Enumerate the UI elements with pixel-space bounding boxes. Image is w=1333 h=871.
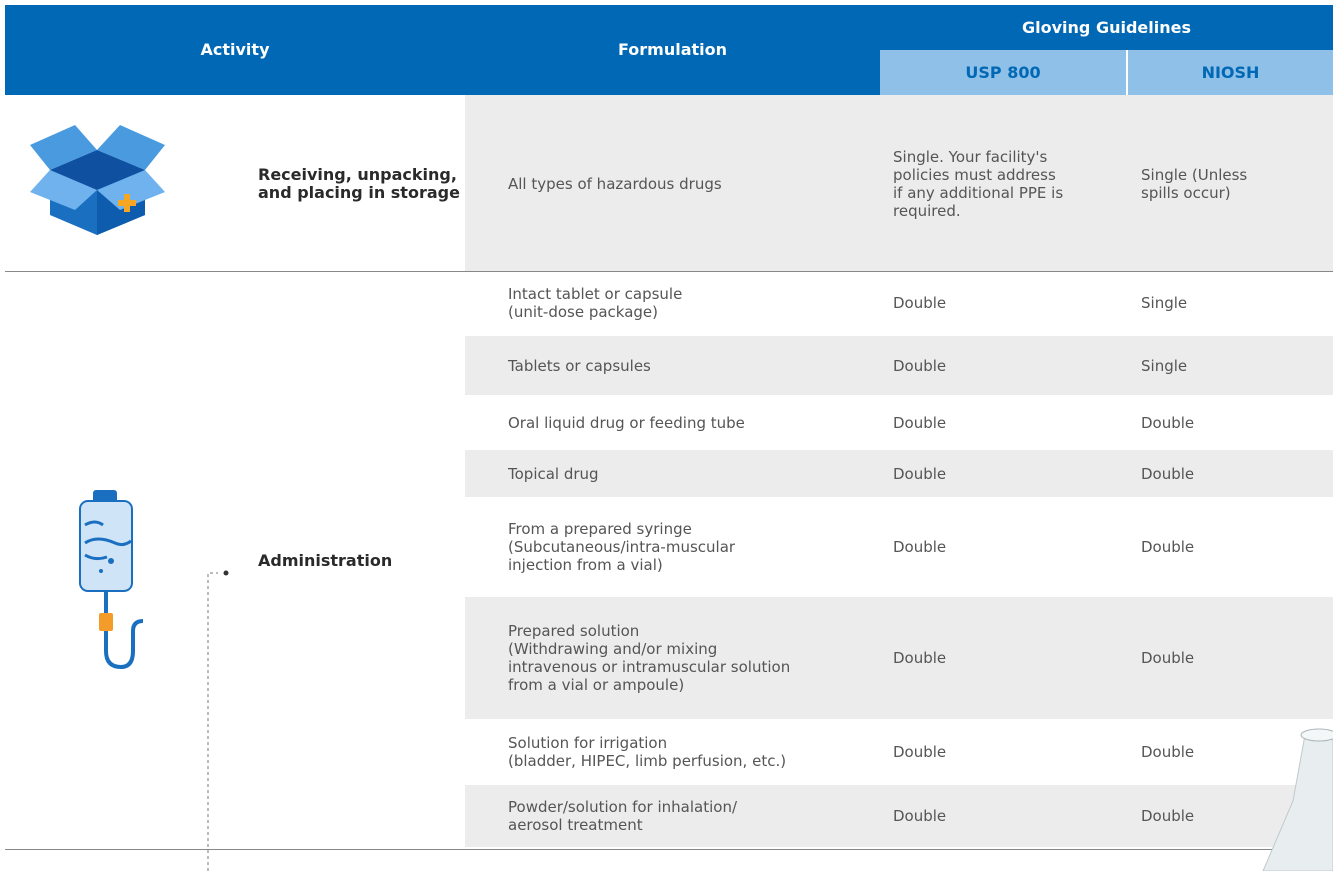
formulation-cell: Oral liquid drug or feeding tube <box>508 413 745 432</box>
usp800-cell: Double <box>893 743 947 761</box>
niosh-cell: Double <box>1128 450 1333 497</box>
formulation-cell: Intact tablet or capsule (unit-dose pack… <box>508 284 683 321</box>
header-usp800: USP 800 <box>880 50 1128 95</box>
niosh-cell: Single <box>1128 336 1333 395</box>
formulation-cell: Tablets or capsules <box>465 336 880 395</box>
usp800-cell: Double <box>880 450 1128 497</box>
header-formulation: Formulation <box>617 40 728 59</box>
formulation-cell: Topical drug <box>465 450 880 497</box>
formulation-cell: All types of hazardous drugs <box>465 95 880 272</box>
usp800-cell: Single. Your facility's policies must ad… <box>880 95 1128 272</box>
niosh-cell: Double <box>1141 743 1195 761</box>
header-niosh: NIOSH <box>1128 50 1333 95</box>
flask-image <box>1262 728 1333 871</box>
niosh-cell: Double <box>1141 538 1195 556</box>
formulation-cell: Powder/solution for inhalation/ aerosol … <box>465 785 880 847</box>
usp800-cell: Double <box>880 785 1128 847</box>
usp800-cell: Double <box>880 597 1128 719</box>
header-activity: Activity <box>200 40 270 59</box>
niosh-cell: Double <box>1128 597 1333 719</box>
row-divider <box>5 271 1333 272</box>
formulation-cell: From a prepared syringe (Subcutaneous/in… <box>508 520 736 574</box>
formulation-cell: Solution for irrigation (bladder, HIPEC,… <box>508 734 787 770</box>
niosh-cell: Single (Unless spills occur) <box>1128 95 1333 272</box>
box-icon <box>30 125 165 235</box>
niosh-cell: Double <box>1141 413 1195 432</box>
usp800-cell: Double <box>893 413 947 432</box>
usp800-cell: Double <box>893 538 947 556</box>
niosh-cell: Single <box>1141 293 1188 312</box>
usp800-cell: Double <box>893 293 947 312</box>
header-gloving: Gloving Guidelines <box>1022 17 1191 37</box>
iv-bag-icon <box>79 490 144 670</box>
activity-label: Administration <box>258 551 393 570</box>
row-divider <box>5 849 1333 850</box>
formulation-cell: Prepared solution (Withdrawing and/or mi… <box>465 597 880 719</box>
connector <box>207 570 229 871</box>
usp800-cell: Double <box>880 336 1128 395</box>
activity-label: Receiving, unpacking, and placing in sto… <box>258 164 460 202</box>
